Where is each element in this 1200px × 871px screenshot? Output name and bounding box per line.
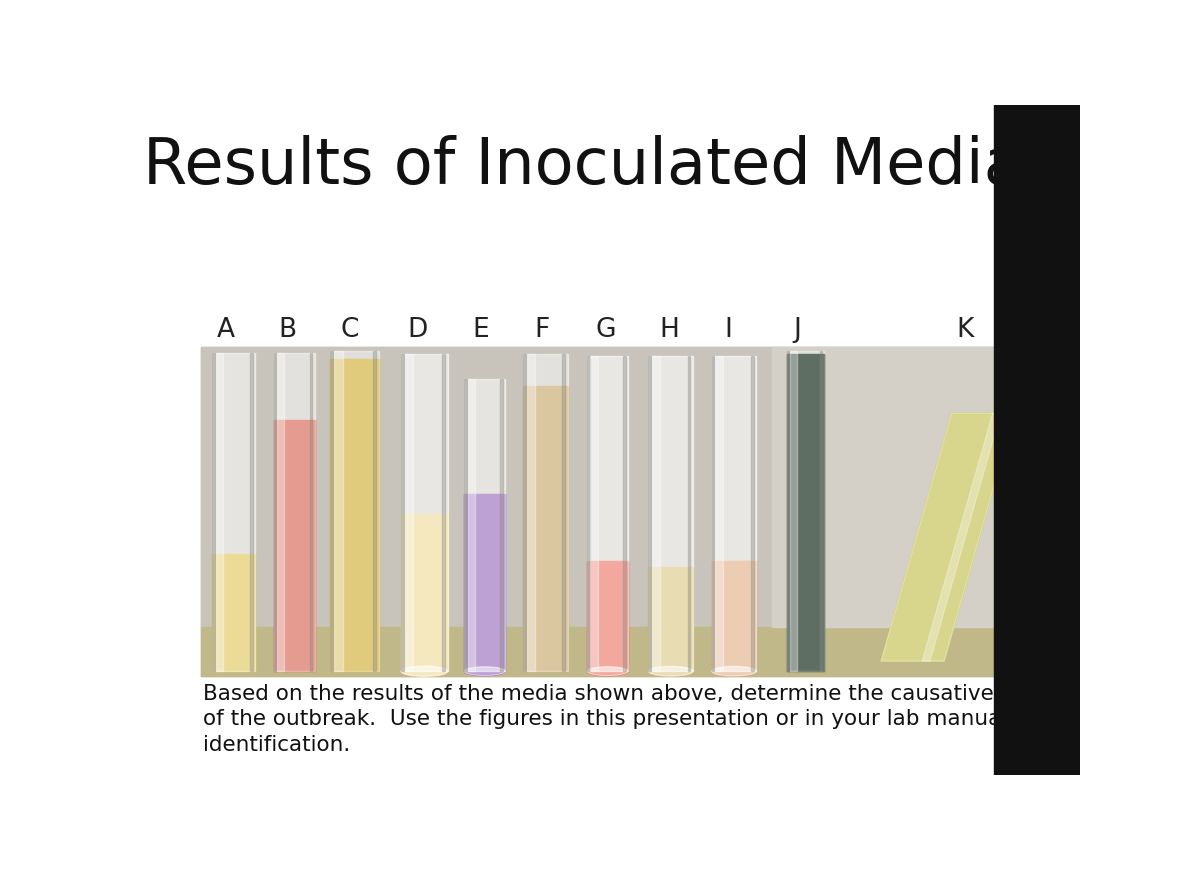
Text: G: G [595, 316, 616, 342]
Bar [648, 567, 694, 672]
Text: H: H [659, 316, 679, 342]
Bar [464, 494, 505, 672]
Bar [373, 351, 376, 672]
Bar [652, 356, 660, 672]
Bar [790, 351, 797, 672]
Bar [787, 354, 824, 672]
Bar [212, 353, 215, 672]
Bar [712, 561, 756, 672]
Bar [464, 380, 467, 672]
Bar [274, 420, 314, 672]
Bar [250, 353, 252, 672]
Text: E: E [473, 316, 490, 342]
Bar [527, 354, 534, 672]
Bar [715, 356, 724, 672]
Bar [563, 354, 565, 672]
Bar [820, 351, 822, 672]
Ellipse shape [464, 667, 505, 676]
Text: D: D [408, 316, 428, 342]
Text: I: I [725, 316, 732, 342]
Ellipse shape [401, 666, 448, 676]
Bar [648, 356, 652, 672]
Bar [787, 351, 824, 672]
Ellipse shape [587, 667, 628, 676]
Bar [523, 354, 526, 672]
Bar [212, 353, 256, 672]
Bar [404, 354, 413, 672]
Bar [623, 356, 625, 672]
Text: identification.: identification. [203, 735, 350, 755]
Bar [712, 356, 756, 672]
Text: A: A [217, 316, 235, 342]
Ellipse shape [712, 666, 756, 676]
Bar [216, 353, 223, 672]
Bar [468, 380, 475, 672]
Text: of the outbreak.  Use the figures in this presentation or in your lab manual for: of the outbreak. Use the figures in this… [203, 710, 1044, 730]
Text: F: F [535, 316, 550, 342]
Text: C: C [341, 316, 359, 342]
Bar [330, 351, 334, 672]
Bar [772, 348, 994, 626]
Ellipse shape [648, 666, 694, 676]
Polygon shape [922, 413, 1001, 661]
Bar [330, 360, 379, 672]
Bar [648, 356, 694, 672]
Bar [995, 105, 1080, 775]
Bar [523, 354, 568, 672]
Bar [442, 354, 445, 672]
Bar [212, 554, 256, 672]
Bar [587, 561, 628, 672]
Bar [401, 354, 448, 672]
Bar [335, 351, 343, 672]
Ellipse shape [401, 666, 448, 676]
Bar [274, 353, 276, 672]
Bar [310, 353, 312, 672]
Polygon shape [881, 413, 1015, 661]
Ellipse shape [587, 667, 628, 676]
Bar [751, 356, 754, 672]
Bar [274, 353, 314, 672]
Text: J: J [793, 316, 802, 342]
Ellipse shape [712, 666, 756, 676]
Bar [202, 348, 994, 626]
Bar [500, 380, 503, 672]
Text: Results of Inoculated Media: Results of Inoculated Media [143, 135, 1022, 197]
Bar [277, 353, 284, 672]
Polygon shape [881, 413, 1015, 661]
Text: Based on the results of the media shown above, determine the causative agent: Based on the results of the media shown … [203, 684, 1063, 704]
Text: B: B [278, 316, 296, 342]
Ellipse shape [464, 667, 505, 676]
Bar [202, 348, 994, 676]
Bar [712, 356, 714, 672]
Bar [587, 356, 589, 672]
Bar [464, 380, 505, 672]
Bar [587, 356, 628, 672]
Text: K: K [956, 316, 973, 342]
Bar [590, 356, 598, 672]
Bar [330, 351, 379, 672]
Bar [688, 356, 690, 672]
Bar [787, 351, 790, 672]
Ellipse shape [648, 666, 694, 676]
Bar [202, 626, 994, 676]
Bar [523, 386, 568, 672]
Bar [401, 354, 404, 672]
Bar [401, 514, 448, 672]
